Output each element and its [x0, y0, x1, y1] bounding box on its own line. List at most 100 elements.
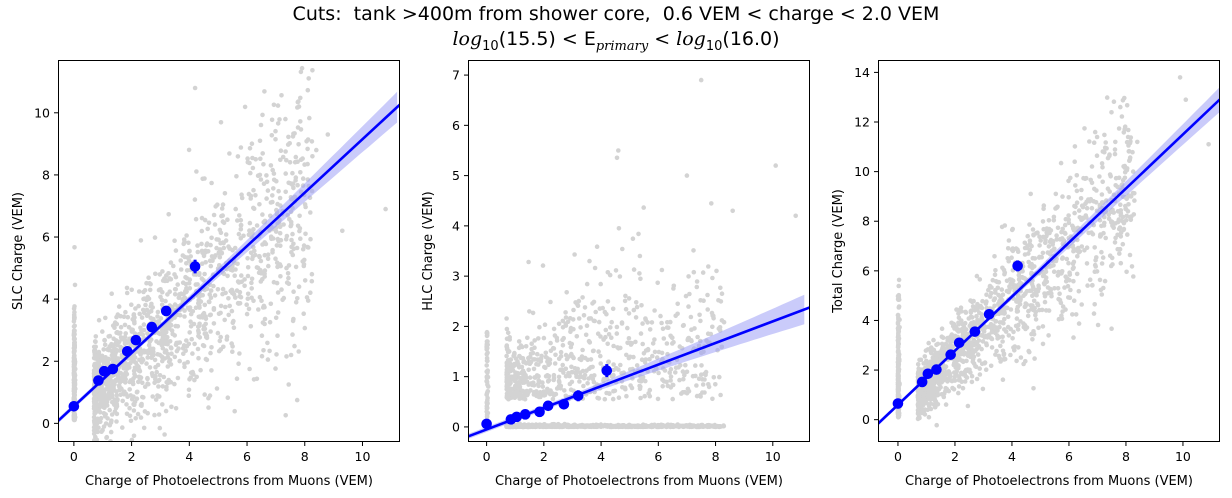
scatter-point [1078, 196, 1084, 201]
scatter-point [226, 244, 231, 249]
scatter-point [993, 352, 998, 357]
scatter-point [540, 263, 546, 268]
scatter-point [217, 254, 223, 260]
scatter-point [1029, 261, 1034, 267]
scatter-point [250, 155, 255, 161]
scatter-point [150, 394, 155, 399]
scatter-point [158, 316, 164, 321]
scatter-point [159, 302, 165, 308]
scatter-point [182, 364, 187, 370]
scatter-point [255, 307, 261, 312]
scatter-point [188, 324, 194, 329]
title-rhs-value: (16.0) [722, 28, 780, 50]
scatter-point [120, 398, 125, 404]
y-tick-label: 3 [452, 269, 460, 284]
scatter-point [222, 191, 228, 196]
scatter-point [225, 395, 231, 401]
scatter-point [153, 271, 158, 277]
scatter-point [237, 213, 242, 218]
scatter-point [104, 435, 109, 441]
scatter-point [258, 279, 264, 284]
scatter-point [1014, 358, 1019, 364]
scatter-point [1035, 230, 1040, 235]
scatter-point [252, 252, 258, 258]
scatter-point [681, 376, 686, 382]
scatter-point [205, 226, 210, 232]
scatter-point [505, 358, 511, 363]
scatter-point [1089, 205, 1095, 211]
scatter-point [699, 363, 704, 368]
scatter-point [996, 279, 1002, 285]
scatter-point [564, 424, 570, 429]
scatter-point [1041, 206, 1046, 212]
scatter-point [896, 283, 901, 289]
scatter-point [617, 274, 623, 279]
scatter-point [677, 377, 682, 383]
scatter-point [205, 249, 211, 254]
scatter-point [1040, 250, 1046, 256]
binned-mean-point [160, 305, 172, 317]
scatter-point [638, 395, 643, 401]
scatter-point [294, 245, 300, 251]
scatter-point [220, 213, 225, 218]
scatter-point [484, 375, 490, 381]
scatter-point [123, 380, 128, 385]
scatter-point [1007, 277, 1013, 282]
scatter-point [551, 376, 557, 381]
scatter-point [128, 360, 133, 366]
scatter-point [277, 224, 283, 230]
scatter-point [208, 329, 213, 334]
scatter-point [1068, 175, 1073, 181]
scatter-point [248, 324, 254, 329]
scatter-point [656, 370, 661, 376]
scatter-point [207, 393, 213, 398]
scatter-point [261, 348, 266, 353]
scatter-point [273, 128, 278, 134]
scatter-point [577, 370, 583, 375]
scatter-point [1066, 213, 1071, 218]
scatter-point [227, 151, 232, 156]
scatter-point [543, 365, 548, 371]
scatter-point [298, 157, 304, 162]
scatter-point [650, 353, 655, 359]
scatter-point [966, 316, 972, 321]
scatter-point [237, 301, 243, 306]
scatter-point [195, 282, 200, 287]
scatter-point [558, 383, 564, 389]
scatter-point [244, 302, 249, 308]
scatter-point [582, 355, 588, 361]
scatter-point [587, 258, 592, 264]
scatter-point [283, 189, 289, 195]
scatter-point [72, 378, 77, 384]
scatter-point [187, 277, 193, 282]
scatter-point [213, 204, 218, 209]
scatter-point [110, 388, 116, 393]
scatter-point [1117, 246, 1123, 252]
scatter-point [1132, 198, 1137, 203]
scatter-point [1014, 299, 1019, 304]
scatter-point [172, 292, 178, 297]
scatter-point [133, 360, 139, 366]
scatter-point [122, 371, 127, 377]
x-tick-label: 4 [185, 449, 193, 464]
scatter-point [590, 376, 596, 382]
scatter-point [1039, 307, 1045, 313]
scatter-point [229, 341, 234, 346]
scatter-point [730, 208, 735, 214]
scatter-point [192, 85, 198, 91]
scatter-point [623, 306, 629, 312]
scatter-point [676, 365, 681, 370]
scatter-point [659, 320, 664, 326]
scatter-point [172, 381, 177, 387]
scatter-point [1122, 165, 1127, 170]
scatter-point [694, 383, 699, 388]
scatter-point [100, 427, 105, 433]
scatter-point [208, 263, 214, 269]
scatter-point [71, 328, 77, 334]
scatter-point [121, 314, 127, 320]
scatter-point [229, 308, 235, 314]
scatter-point [254, 376, 260, 382]
scatter-point [1047, 286, 1053, 292]
scatter-point [558, 349, 564, 355]
